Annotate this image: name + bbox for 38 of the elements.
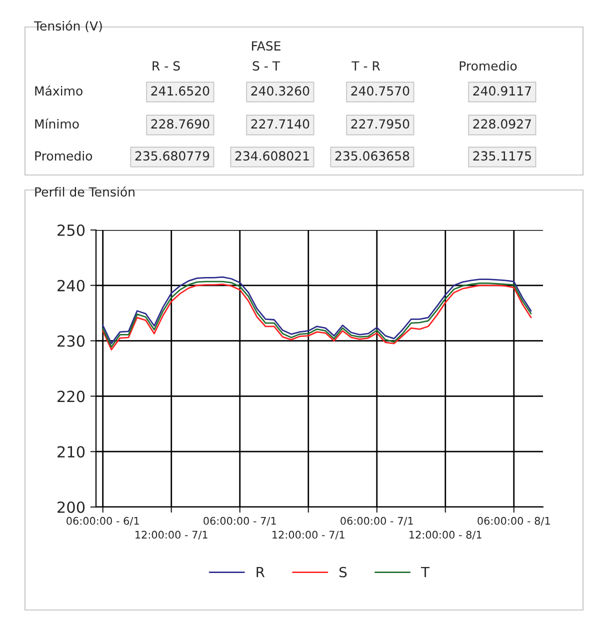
chart-title: Perfil de Tensión [35, 186, 134, 197]
text: Mínimo [35, 118, 79, 129]
text: 235.063658 [335, 151, 410, 161]
x-tick-label: 06:00:00 - 6/1 [66, 516, 139, 526]
text: Promedio [35, 150, 92, 161]
legend-label: S [340, 566, 347, 578]
text: R - S [152, 61, 180, 71]
x-tick-label: 06:00:00 - 7/1 [204, 516, 276, 526]
legend-label: R [256, 567, 265, 578]
text: 235.1175 [473, 151, 531, 161]
x-tick-label: 06:00:00 - 7/1 [340, 516, 413, 526]
y-tick-label: 220 [58, 390, 85, 402]
text: Tensión (V) [34, 20, 102, 32]
text: T - R [352, 61, 380, 70]
y-tick-label: 200 [58, 501, 85, 514]
y-tick-label: 210 [58, 446, 85, 458]
text: 240.7570 [351, 86, 410, 96]
text: Promedio [460, 60, 517, 71]
legend-label: T [420, 567, 430, 578]
text: 240.3260 [251, 86, 310, 96]
text: 228.0927 [473, 119, 531, 129]
text: FASE [252, 41, 280, 51]
y-tick-label: 230 [58, 335, 85, 347]
text: 240.9117 [473, 86, 531, 96]
text: 235.680779 [135, 151, 210, 161]
text: 234.608021 [235, 151, 309, 161]
text: 228.7690 [151, 119, 210, 129]
x-tick-label: 06:00:00 - 8/1 [478, 516, 550, 526]
x-tick-label: 12:00:00 - 8/1 [410, 530, 482, 540]
text: S - T [252, 61, 280, 71]
text: 227.7140 [251, 119, 310, 129]
x-tick-label: 12:00:00 - 7/1 [272, 530, 344, 540]
y-tick-label: 250 [58, 224, 85, 236]
y-tick-label: 240 [58, 280, 85, 292]
text: Máximo [35, 85, 82, 96]
x-tick-label: 12:00:00 - 7/1 [136, 530, 208, 540]
text: 241.6520 [151, 86, 210, 96]
text: 227.7950 [351, 119, 410, 129]
